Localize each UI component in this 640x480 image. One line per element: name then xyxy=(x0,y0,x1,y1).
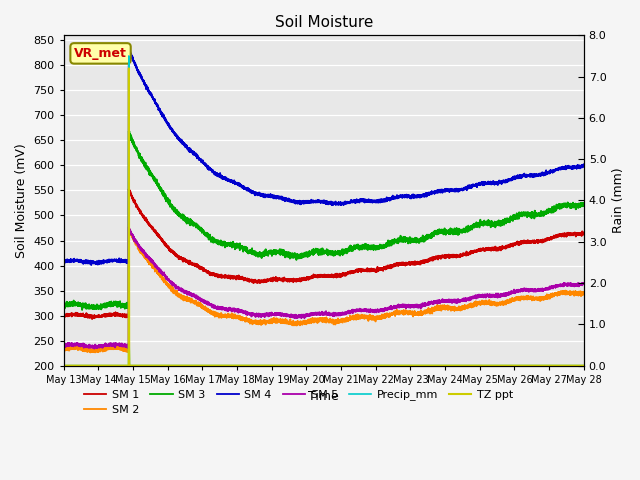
SM 3 xyxy=(363,246,371,252)
SM 5 xyxy=(363,308,371,313)
SM 1 xyxy=(305,277,312,283)
X-axis label: Time: Time xyxy=(308,390,339,403)
SM 4 xyxy=(60,259,68,264)
SM 2 xyxy=(86,349,94,355)
SM 2 xyxy=(305,317,312,323)
SM 4 xyxy=(88,262,95,268)
Precip_mm xyxy=(60,363,68,369)
Line: Precip_mm: Precip_mm xyxy=(64,56,584,366)
SM 5 xyxy=(125,224,132,230)
SM 4 xyxy=(363,197,371,203)
SM 1 xyxy=(60,312,68,318)
SM 2 xyxy=(260,319,268,324)
Title: Soil Moisture: Soil Moisture xyxy=(275,15,373,30)
Line: SM 4: SM 4 xyxy=(64,48,584,265)
Text: VR_met: VR_met xyxy=(74,47,127,60)
SM 4 xyxy=(78,258,86,264)
Legend: SM 1, SM 2, SM 3, SM 4, SM 5, Precip_mm, TZ ppt: SM 1, SM 2, SM 3, SM 4, SM 5, Precip_mm,… xyxy=(79,385,518,420)
Precip_mm xyxy=(580,363,588,369)
TZ ppt xyxy=(78,363,86,369)
SM 3 xyxy=(377,243,385,249)
Precip_mm xyxy=(363,363,371,369)
SM 3 xyxy=(260,252,268,257)
Line: SM 1: SM 1 xyxy=(64,189,584,319)
Precip_mm xyxy=(78,363,86,369)
SM 2 xyxy=(457,305,465,311)
Line: SM 3: SM 3 xyxy=(64,131,584,310)
SM 1 xyxy=(260,277,268,283)
Precip_mm xyxy=(457,363,465,369)
TZ ppt xyxy=(60,363,68,369)
SM 4 xyxy=(260,192,268,197)
SM 4 xyxy=(580,163,588,168)
SM 3 xyxy=(78,302,86,308)
TZ ppt xyxy=(260,363,268,369)
Precip_mm xyxy=(260,363,268,369)
Line: SM 2: SM 2 xyxy=(64,229,584,352)
SM 2 xyxy=(377,314,385,320)
SM 3 xyxy=(60,305,68,311)
SM 2 xyxy=(60,346,68,351)
SM 3 xyxy=(305,251,312,257)
SM 5 xyxy=(305,312,312,318)
Precip_mm xyxy=(377,363,385,369)
SM 1 xyxy=(88,316,96,322)
SM 4 xyxy=(377,196,385,202)
SM 3 xyxy=(457,229,465,235)
SM 4 xyxy=(125,46,132,51)
Precip_mm xyxy=(305,363,312,369)
TZ ppt xyxy=(457,363,465,369)
Precip_mm xyxy=(125,53,132,59)
SM 2 xyxy=(78,345,86,350)
SM 3 xyxy=(125,128,132,134)
SM 1 xyxy=(580,229,588,235)
SM 5 xyxy=(377,308,385,313)
TZ ppt xyxy=(363,363,371,369)
SM 2 xyxy=(125,226,132,232)
TZ ppt xyxy=(305,363,312,369)
SM 4 xyxy=(457,187,465,193)
SM 5 xyxy=(78,342,86,348)
SM 1 xyxy=(363,267,371,273)
SM 5 xyxy=(457,297,465,303)
SM 1 xyxy=(377,265,385,271)
Y-axis label: Soil Moisture (mV): Soil Moisture (mV) xyxy=(15,143,28,258)
TZ ppt xyxy=(580,363,588,369)
SM 5 xyxy=(90,346,98,351)
SM 1 xyxy=(457,252,465,258)
SM 5 xyxy=(260,312,268,318)
Line: TZ ppt: TZ ppt xyxy=(64,68,584,366)
Line: SM 5: SM 5 xyxy=(64,227,584,348)
Y-axis label: Rain (mm): Rain (mm) xyxy=(612,168,625,233)
SM 2 xyxy=(580,290,588,296)
SM 5 xyxy=(580,281,588,287)
TZ ppt xyxy=(377,363,385,369)
SM 5 xyxy=(60,343,68,349)
SM 3 xyxy=(580,202,588,207)
SM 1 xyxy=(78,311,86,317)
SM 3 xyxy=(78,307,86,313)
TZ ppt xyxy=(125,65,132,71)
SM 2 xyxy=(363,313,371,319)
SM 1 xyxy=(125,186,132,192)
SM 4 xyxy=(305,200,312,206)
